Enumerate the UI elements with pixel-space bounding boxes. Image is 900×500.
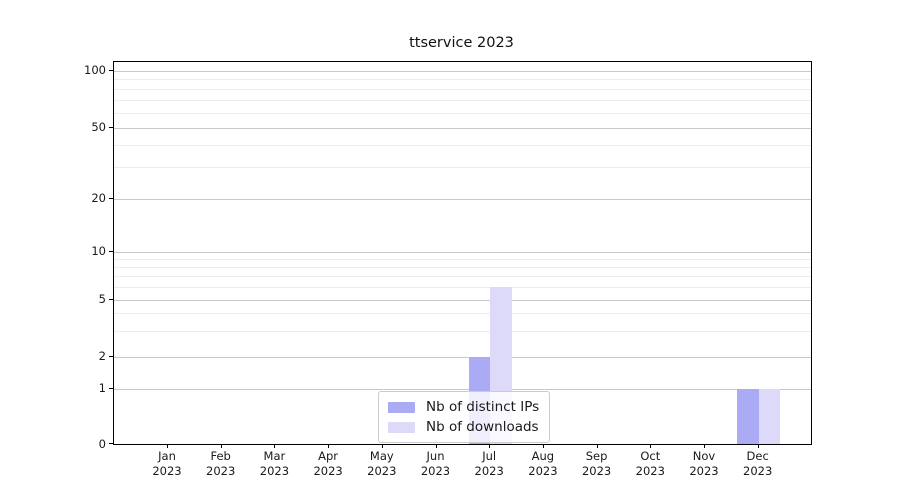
legend-label-distinct-ips: Nb of distinct IPs: [426, 399, 540, 415]
y-tick-label: 1: [98, 381, 106, 395]
gridline-minor: [114, 144, 811, 146]
x-tick-label-aug: Aug 2023: [528, 449, 558, 478]
gridline-minor: [114, 286, 811, 288]
gridline-minor: [114, 167, 811, 169]
x-tick-mark: [757, 444, 759, 448]
gridline-major: [114, 198, 811, 200]
x-tick-mark: [435, 444, 437, 448]
y-tick-mark: [109, 355, 113, 357]
x-tick-label-oct: Oct 2023: [635, 449, 665, 478]
x-tick-mark: [704, 444, 705, 448]
legend-item-distinct-ips: Nb of distinct IPs: [388, 397, 539, 417]
y-tick-label: 10: [91, 244, 106, 258]
gridline-minor: [114, 276, 811, 278]
gridline-major: [114, 299, 811, 301]
legend-swatch-distinct-ips: [388, 401, 415, 413]
y-tick-mark: [109, 197, 113, 199]
y-tick-label: 2: [98, 349, 106, 363]
gridline-minor: [114, 331, 811, 333]
x-tick-label-feb: Feb 2023: [206, 449, 236, 478]
x-tick-mark: [328, 444, 330, 448]
gridline-minor: [114, 258, 811, 260]
gridline-major: [114, 388, 811, 390]
gridline-minor: [114, 313, 811, 315]
y-tick-label: 50: [91, 120, 106, 134]
x-tick-mark: [650, 444, 652, 448]
x-tick-mark: [274, 444, 276, 448]
x-tick-label-apr: Apr 2023: [313, 449, 343, 478]
x-tick-label-jul: Jul 2023: [474, 449, 504, 478]
gridline-minor: [114, 266, 811, 268]
gridline-minor: [114, 112, 811, 114]
y-tick-mark: [109, 69, 113, 71]
gridline-major: [114, 127, 811, 129]
x-tick-mark: [489, 444, 491, 448]
y-tick-label: 0: [98, 436, 106, 451]
legend-item-downloads: Nb of downloads: [388, 417, 539, 437]
x-tick-mark: [542, 444, 544, 448]
gridline-major: [114, 251, 811, 253]
chart-title: ttservice 2023: [409, 35, 514, 51]
x-tick-mark: [167, 444, 168, 448]
bar-dec-downloads: [758, 388, 781, 444]
y-tick-label: 20: [91, 191, 106, 205]
x-tick-label-jun: Jun 2023: [420, 449, 451, 478]
x-tick-label-sep: Sep 2023: [581, 449, 612, 478]
legend-swatch-downloads: [388, 421, 415, 433]
bar-dec-distinct-ips: [737, 388, 759, 444]
y-tick-mark: [109, 250, 113, 252]
y-tick-mark: [109, 443, 113, 444]
legend: Nb of distinct IPs Nb of downloads: [378, 391, 551, 443]
x-tick-label-mar: Mar 2023: [259, 449, 290, 478]
gridline-minor: [114, 88, 811, 90]
x-tick-label-may: May 2023: [367, 449, 397, 478]
y-tick-label: 100: [84, 63, 106, 77]
x-tick-mark: [381, 444, 383, 448]
y-tick-mark: [109, 126, 113, 128]
gridline-major: [114, 70, 811, 72]
gridline-major: [114, 356, 811, 358]
y-tick-label: 5: [98, 292, 106, 306]
x-tick-label-jan: Jan 2023: [152, 449, 182, 478]
x-tick-mark: [596, 444, 598, 448]
gridline-minor: [114, 99, 811, 101]
gridline-minor: [114, 79, 811, 81]
legend-label-downloads: Nb of downloads: [426, 419, 539, 435]
x-tick-mark: [220, 444, 222, 448]
y-tick-mark: [109, 387, 113, 389]
x-tick-label-dec: Dec 2023: [743, 449, 773, 478]
y-tick-mark: [109, 298, 113, 300]
x-tick-label-nov: Nov 2023: [689, 449, 719, 478]
plot-area: Nb of distinct IPs Nb of downloads: [113, 61, 812, 445]
